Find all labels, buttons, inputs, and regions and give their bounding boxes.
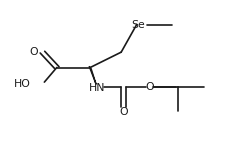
Text: O: O (119, 107, 128, 117)
Text: HO: HO (14, 79, 31, 89)
Text: O: O (145, 82, 154, 93)
Text: Se: Se (131, 20, 145, 30)
Text: O: O (29, 47, 38, 57)
Polygon shape (89, 66, 96, 84)
Text: HN: HN (89, 83, 105, 93)
